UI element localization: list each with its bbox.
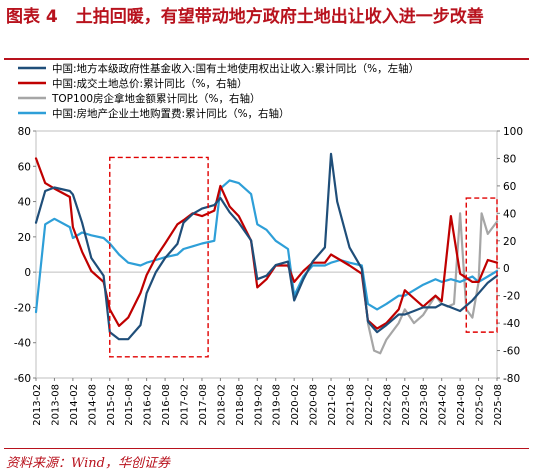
plot-area-frame: [35, 130, 498, 379]
annotation-box-1: [109, 156, 209, 358]
left-axis-tick-label: 0: [24, 267, 31, 279]
left-axis-tick-label: -40: [14, 338, 31, 350]
chart-title: 图表 4 土拍回暖，有望带动地方政府土地出让收入进一步改善: [6, 4, 528, 31]
figure-title: 土拍回暖，有望带动地方政府土地出让收入进一步改善: [75, 7, 484, 27]
x-axis-tick-label: 2015-02: [106, 384, 117, 426]
legend-label-3: TOP100房企拿地金额累计同比（%，右轴）: [51, 92, 261, 105]
x-axis-tick-label: 2017-08: [198, 384, 209, 426]
right-axis-tick-label: 60: [503, 181, 516, 193]
right-axis-tick-label: 80: [503, 153, 516, 165]
series-line-1: [34, 152, 499, 341]
x-axis-tick-label: 2013-02: [32, 384, 43, 426]
x-axis-tick-label: 2024-02: [438, 384, 449, 426]
x-axis-tick-label: 2024-08: [456, 384, 467, 426]
x-axis-tick-label: 2021-02: [327, 384, 338, 426]
x-axis-tick-label: 2017-02: [180, 384, 191, 426]
left-axis-tick-label: -60: [14, 373, 31, 385]
x-axis-tick-label: 2016-02: [143, 384, 154, 426]
x-axis-tick-label: 2023-02: [401, 384, 412, 426]
x-axis-tick-label: 2023-08: [419, 384, 430, 426]
annotation-box-2: [465, 197, 498, 333]
title-divider: [4, 58, 529, 60]
x-axis-tick-label: 2025-02: [475, 384, 486, 426]
x-axis-tick-label: 2020-08: [309, 384, 320, 426]
x-axis-tick-label: 2022-02: [364, 384, 375, 426]
x-axis-tick-label: 2025-08: [493, 384, 504, 426]
source-note: 资料来源：Wind，华创证券: [6, 456, 170, 471]
x-axis-tick-label: 2021-08: [345, 384, 356, 426]
x-axis-tick-label: 2015-08: [124, 384, 135, 426]
left-axis-tick-label: 20: [18, 232, 31, 244]
x-axis-tick-label: 2018-08: [235, 384, 246, 426]
right-axis-tick-label: -20: [503, 291, 520, 303]
left-axis-tick-label: -20: [14, 302, 31, 314]
right-axis-tick-label: 20: [503, 236, 516, 248]
right-axis-tick-label: -80: [503, 373, 520, 385]
x-axis-tick-label: 2022-08: [382, 384, 393, 426]
x-axis-tick-label: 2019-08: [272, 384, 283, 426]
right-axis-tick-label: -60: [503, 346, 520, 358]
line-chart: 80 60 40 20 0 -20 -40 -60 100 80 60 40 20 0 -20 -40 -60 -…: [14, 62, 523, 426]
right-axis-tick-label: 40: [503, 208, 516, 220]
x-axis-tick-label: 2013-08: [50, 384, 61, 426]
series-line-4: [34, 179, 499, 314]
x-axis-tick-label: 2020-02: [290, 384, 301, 426]
x-axis-tick-label: 2014-08: [87, 384, 98, 426]
x-axis-tick-label: 2014-02: [69, 384, 80, 426]
left-axis-tick-label: 80: [18, 126, 31, 138]
legend-label-2: 中国:成交土地总价:累计同比（%，右轴）: [52, 77, 248, 90]
right-axis-tick-label: 0: [503, 263, 510, 275]
x-axis-tick-label: 2019-02: [253, 384, 264, 426]
x-axis-tick-label: 2018-02: [216, 384, 227, 426]
right-axis-tick-label: -40: [503, 318, 520, 330]
legend-label-4: 中国:房地产企业土地购置费:累计同比（%，右轴）: [52, 107, 290, 120]
right-axis-tick-label: 100: [503, 126, 523, 138]
series-line-2: [34, 157, 499, 330]
figure-label: 图表 4: [6, 7, 58, 27]
left-axis-tick-label: 40: [18, 197, 31, 209]
legend-label-1: 中国:地方本级政府性基金收入:国有土地使用权出让收入:累计同比（%，左轴）: [52, 62, 419, 75]
footer-divider: [4, 448, 529, 449]
x-axis-tick-label: 2016-08: [161, 384, 172, 426]
left-axis-tick-label: 60: [18, 161, 31, 173]
